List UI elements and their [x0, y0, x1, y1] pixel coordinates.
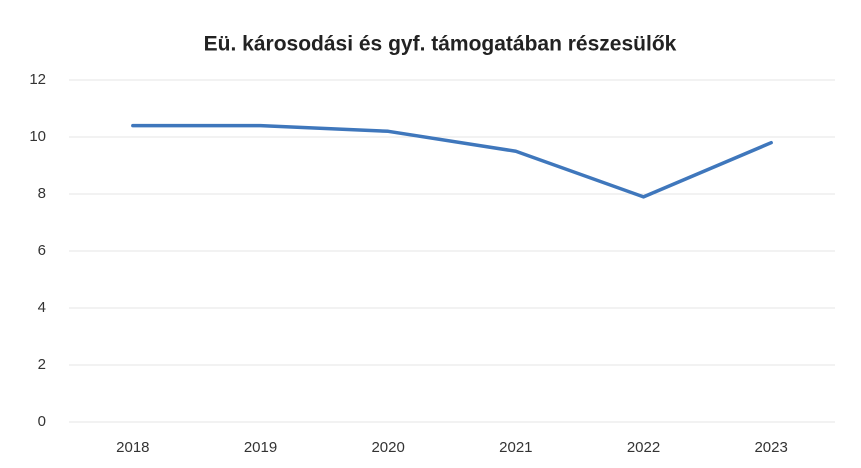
x-tick-label: 2020	[371, 439, 404, 456]
chart-title: Eü. károsodási és gyf. támogatában része…	[204, 33, 677, 56]
x-tick-label: 2021	[499, 439, 532, 456]
y-tick-label: 6	[38, 242, 46, 259]
x-tick-label: 2022	[627, 439, 660, 456]
x-tick-label: 2019	[244, 439, 277, 456]
y-tick-label: 10	[29, 128, 46, 145]
x-tick-label: 2023	[754, 439, 787, 456]
x-tick-label: 2018	[116, 439, 149, 456]
y-tick-label: 0	[38, 413, 46, 430]
y-tick-label: 8	[38, 185, 46, 202]
y-tick-label: 2	[38, 356, 46, 373]
y-tick-label: 12	[29, 71, 46, 88]
line-series	[131, 123, 773, 199]
y-tick-label: 4	[38, 299, 46, 316]
